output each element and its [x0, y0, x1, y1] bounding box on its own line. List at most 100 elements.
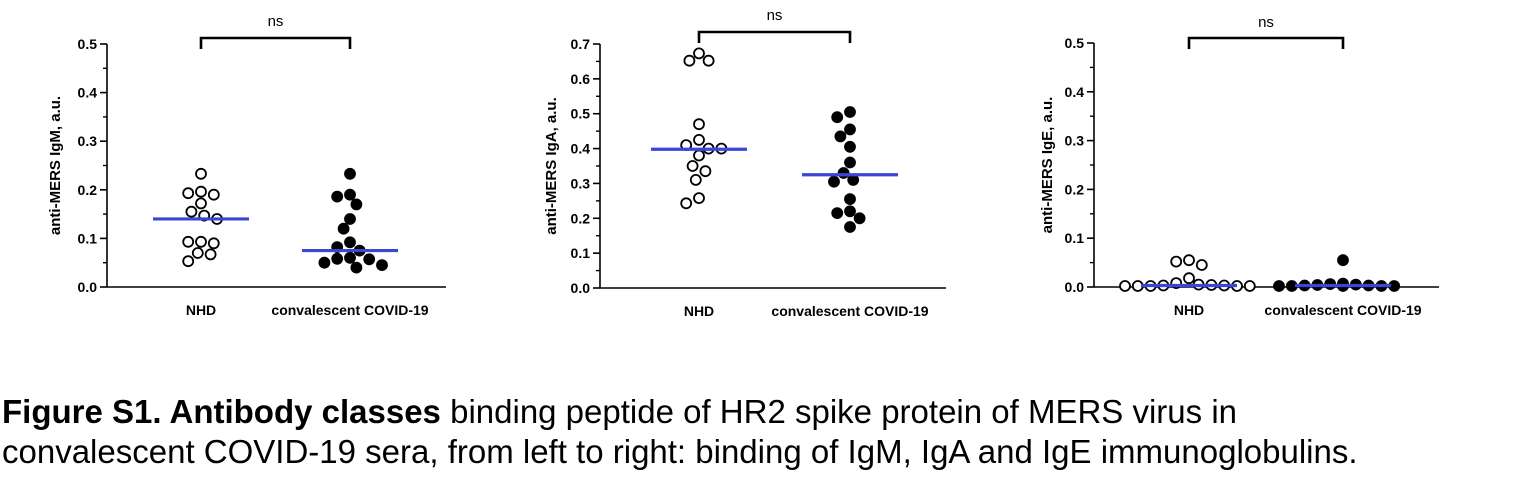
y-tick-label: 0.4: [571, 141, 591, 157]
y-tick-label: 0.0: [1065, 279, 1085, 295]
data-point: [831, 207, 844, 220]
x-tick-label: convalescent COVID-19: [771, 303, 928, 319]
y-tick-label: 0.3: [571, 175, 591, 191]
significance-label: ns: [767, 7, 783, 24]
data-point: [318, 256, 331, 269]
data-point: [204, 248, 217, 261]
y-tick-label: 0.2: [78, 182, 98, 198]
data-point: [693, 133, 705, 146]
data-point: [844, 205, 856, 218]
data-point: [831, 111, 844, 124]
chart-panel-2: 0.0 0.1 0.2 0.3 0.4 0.5 0.6 0.7 anti-MERS IgA, a…: [543, 7, 946, 319]
data-point: [844, 221, 856, 233]
data-point: [331, 252, 344, 265]
data-point: [702, 54, 715, 67]
chart-panel-3: 0.0 0.1 0.2 0.3 0.4 0.5 anti-MERS IgE, a.u. NHD…: [1039, 14, 1439, 318]
data-point: [1337, 254, 1349, 267]
data-point: [191, 247, 204, 259]
y-axis-label: anti-MERS IgA, a.u.: [543, 97, 560, 235]
x-tick-label: convalescent COVID-19: [271, 302, 428, 318]
y-tick-label: 0.5: [1065, 35, 1085, 51]
data-point: [344, 167, 356, 180]
data-point: [337, 222, 350, 235]
data-point: [1195, 259, 1208, 271]
y-tick-label: 0.0: [571, 280, 591, 296]
data-point: [376, 259, 388, 272]
x-tick-label: NHD: [186, 302, 216, 318]
data-point: [1183, 254, 1195, 267]
y-tick-label: 0.0: [78, 279, 98, 295]
significance-label: ns: [268, 13, 284, 30]
y-tick-label: 0.4: [78, 85, 98, 101]
caption-line-2: convalescent COVID-19 sera, from left to…: [2, 433, 1358, 470]
chart-panel-1: 0.0 0.1 0.2 0.3 0.4 0.5 anti-MERS IgM, a.u. NHD…: [47, 13, 446, 318]
data-point: [693, 149, 705, 162]
data-point: [1170, 255, 1183, 268]
data-point: [844, 140, 856, 153]
caption-line-1: Figure S1. Antibody classes binding pept…: [2, 392, 1517, 432]
data-point: [693, 118, 705, 131]
significance-bracket: [697, 30, 852, 43]
y-tick-label: 0.7: [571, 36, 591, 52]
y-tick-label: 0.3: [1065, 133, 1085, 149]
data-point: [182, 255, 195, 268]
data-point: [689, 173, 702, 186]
data-point: [844, 106, 856, 118]
caption-line-1-text: binding peptide of HR2 spike protein of …: [440, 393, 1237, 430]
data-point: [195, 167, 207, 180]
y-tick-label: 0.4: [1065, 84, 1085, 100]
significance-bracket: [1187, 36, 1345, 49]
data-point: [1243, 280, 1256, 292]
data-point: [344, 236, 356, 249]
y-tick-label: 0.5: [571, 106, 591, 122]
data-point: [1119, 280, 1131, 292]
data-point: [853, 212, 866, 225]
significance-label: ns: [1258, 14, 1274, 31]
data-point: [182, 187, 195, 200]
data-point: [844, 156, 856, 169]
y-axis-label: anti-MERS IgE, a.u.: [1039, 97, 1056, 234]
data-point: [195, 185, 207, 198]
data-point: [844, 123, 856, 136]
y-tick-label: 0.2: [1065, 181, 1085, 197]
y-axis-label: anti-MERS IgM, a.u.: [47, 96, 64, 235]
caption-bold-title: Figure S1. Antibody classes: [2, 393, 441, 430]
data-point: [182, 235, 195, 248]
data-point: [834, 130, 847, 143]
data-point: [1273, 280, 1285, 292]
charts-area: 0.0 0.1 0.2 0.3 0.4 0.5 anti-MERS IgM, a.u. NHD…: [47, 7, 1439, 319]
y-tick-label: 0.1: [78, 230, 98, 246]
data-point: [699, 165, 712, 178]
data-point: [195, 235, 207, 248]
x-tick-label: convalescent COVID-19: [1264, 302, 1421, 318]
data-point: [363, 253, 376, 266]
data-point: [344, 213, 356, 225]
y-tick-label: 0.2: [571, 210, 591, 226]
y-tick-label: 0.6: [571, 71, 591, 87]
data-point: [693, 192, 705, 205]
data-point: [344, 251, 356, 264]
data-point: [844, 193, 856, 206]
data-point: [847, 173, 860, 186]
data-point: [693, 47, 705, 60]
y-tick-label: 0.5: [78, 36, 98, 52]
data-point: [350, 261, 363, 274]
data-point: [686, 160, 699, 172]
data-point: [344, 188, 356, 201]
y-tick-label: 0.1: [571, 245, 591, 261]
figure-caption: Figure S1. Antibody classes binding pept…: [2, 392, 1517, 472]
data-point: [331, 190, 344, 203]
data-point: [683, 54, 696, 67]
data-point: [837, 167, 850, 179]
x-tick-label: NHD: [684, 303, 714, 319]
data-point: [195, 197, 207, 210]
data-point: [185, 205, 198, 218]
data-point: [680, 197, 693, 210]
data-point: [828, 175, 840, 188]
x-tick-label: NHD: [1174, 302, 1204, 318]
data-point: [350, 198, 363, 211]
data-point: [207, 188, 220, 201]
significance-bracket: [199, 36, 352, 49]
y-tick-label: 0.1: [1065, 230, 1085, 246]
data-point: [207, 237, 220, 250]
